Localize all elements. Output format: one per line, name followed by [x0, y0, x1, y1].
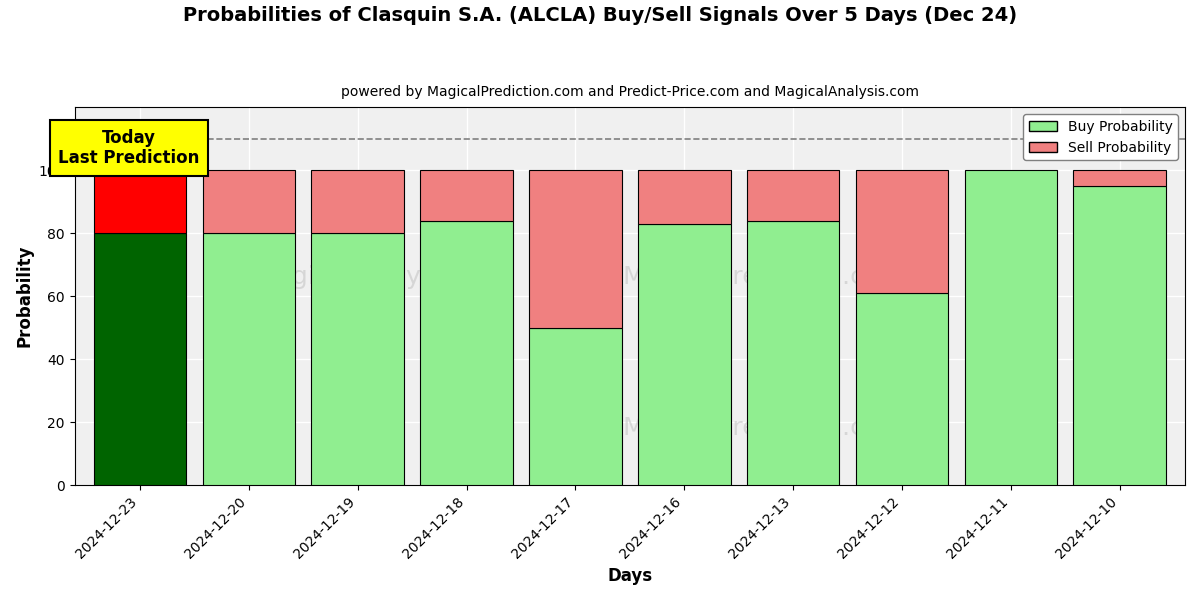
Bar [94, 233, 186, 485]
Bar [1074, 170, 1166, 186]
X-axis label: Days: Days [607, 567, 653, 585]
Bar [203, 233, 295, 485]
Text: Probabilities of Clasquin S.A. (ALCLA) Buy/Sell Signals Over 5 Days (Dec 24): Probabilities of Clasquin S.A. (ALCLA) B… [182, 6, 1018, 25]
Bar [856, 170, 948, 293]
Text: Today
Last Prediction: Today Last Prediction [59, 128, 199, 167]
Bar [420, 221, 512, 485]
Legend: Buy Probability, Sell Probability: Buy Probability, Sell Probability [1024, 114, 1178, 160]
Title: powered by MagicalPrediction.com and Predict-Price.com and MagicalAnalysis.com: powered by MagicalPrediction.com and Pre… [341, 85, 919, 99]
Bar [203, 170, 295, 233]
Bar [856, 293, 948, 485]
Bar [420, 170, 512, 221]
Bar [638, 224, 731, 485]
Bar [529, 170, 622, 328]
Bar [638, 170, 731, 224]
Text: MagicalPrediction.com: MagicalPrediction.com [623, 416, 904, 440]
Bar [746, 221, 839, 485]
Text: MagicalPrediction.com: MagicalPrediction.com [623, 265, 904, 289]
Bar [312, 170, 404, 233]
Y-axis label: Probability: Probability [16, 245, 34, 347]
Text: MagicalAnalysis.com: MagicalAnalysis.com [256, 265, 516, 289]
Bar [94, 170, 186, 233]
Bar [529, 328, 622, 485]
Bar [965, 170, 1057, 485]
Bar [1074, 186, 1166, 485]
Bar [746, 170, 839, 221]
Bar [312, 233, 404, 485]
